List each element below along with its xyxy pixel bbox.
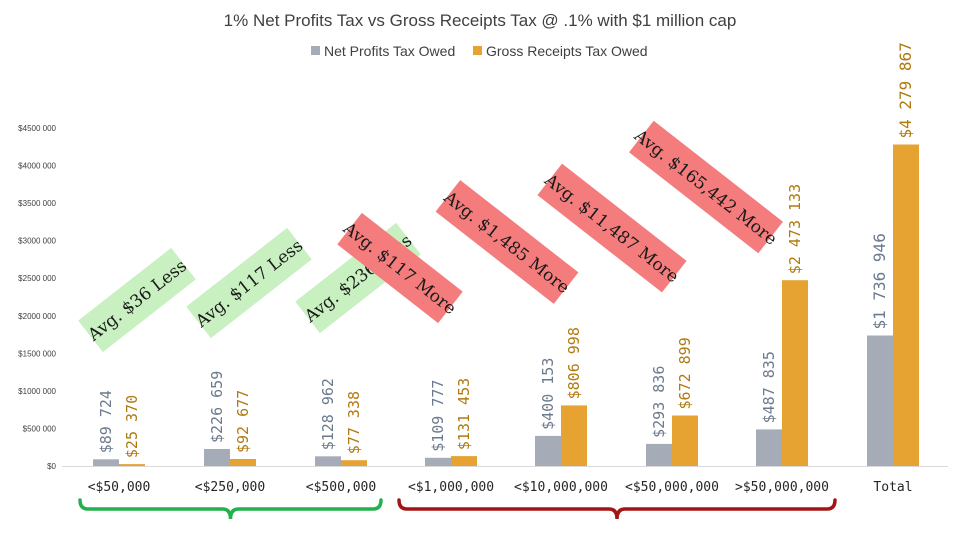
bar-gross-receipts: [119, 464, 145, 466]
annotation-ribbon-background: [186, 227, 312, 339]
annotation-ribbon-background: [537, 163, 687, 293]
y-tick-label: $3000 000: [18, 237, 56, 246]
y-tick-label: $2500 000: [18, 274, 56, 283]
y-tick-label: $4500 000: [18, 124, 56, 133]
bar-gross-receipts: [451, 456, 477, 466]
chart-title: 1% Net Profits Tax vs Gross Receipts Tax…: [224, 11, 737, 30]
group-bracket: [78, 498, 383, 520]
bar-net-profits: [425, 457, 451, 466]
bar-value-label: $806 998: [565, 327, 583, 399]
y-tick-label: $1000 000: [18, 387, 56, 396]
bar-net-profits: [867, 335, 893, 466]
bar-net-profits: [93, 459, 119, 466]
bar-value-label: $487 835: [760, 351, 778, 423]
annotation-ribbon-background: [435, 180, 579, 304]
legend-label-net-profits: Net Profits Tax Owed: [324, 43, 455, 59]
bar-value-label: $109 777: [429, 380, 447, 452]
annotation-less-ribbon: Avg. $117 Less: [186, 227, 312, 339]
x-tick-label: <$250,000: [195, 480, 265, 495]
bar-net-profits: [535, 435, 561, 466]
bar-value-label: $293 836: [650, 366, 668, 438]
y-tick-label: $1500 000: [18, 349, 56, 358]
x-tick-label: <$50,000,000: [625, 480, 719, 495]
bar-value-label: $672 899: [676, 337, 694, 409]
x-tick-label: Total: [873, 480, 912, 495]
y-tick-label: $3500 000: [18, 199, 56, 208]
bar-value-label: $400 153: [539, 358, 557, 430]
value-labels: $89 724 $25 370 $226 659 $92 677 $128 962 $77…: [97, 42, 915, 458]
annotation-ribbon-background: [78, 247, 196, 353]
x-tick-label: >$50,000,000: [735, 480, 829, 495]
legend-swatch-gross-receipts: [473, 46, 482, 55]
annotation-text: Avg. $117 Less: [191, 236, 307, 333]
brackets: [78, 498, 837, 520]
legend-label-gross-receipts: Gross Receipts Tax Owed: [486, 43, 648, 59]
group-bracket: [397, 498, 837, 520]
x-tick-label: <$500,000: [306, 480, 376, 495]
bar-gross-receipts: [341, 460, 367, 466]
y-tick-label: $4000 000: [18, 162, 56, 171]
bar-value-label: $226 659: [208, 371, 226, 443]
bar-net-profits: [756, 429, 782, 466]
x-tick-label: <$1,000,000: [408, 480, 494, 495]
annotation-text: Avg. $36 Less: [84, 256, 191, 346]
y-tick-label: $500 000: [23, 424, 57, 433]
bar-value-label: $4 279 867: [896, 42, 915, 138]
bar-value-label: $77 338: [345, 391, 363, 454]
legend-swatch-net-profits: [311, 46, 320, 55]
bar-value-label: $92 677: [234, 390, 252, 453]
y-tick-label: $0: [47, 462, 56, 471]
annotation-ribbon-background: [337, 212, 463, 324]
bar-gross-receipts: [230, 459, 256, 466]
bar-gross-receipts: [782, 280, 808, 466]
annotation-less-ribbon: Avg. $36 Less: [78, 247, 196, 353]
annotation-ribbon-background: [629, 120, 783, 254]
bar-net-profits: [315, 456, 341, 466]
x-tick-label: <$10,000,000: [514, 480, 608, 495]
x-axis: <$50,000 <$250,000 <$500,000 <$1,000,000 <$1…: [62, 466, 948, 495]
bars: [93, 144, 919, 466]
legend: Net Profits Tax Owed Gross Receipts Tax …: [311, 43, 648, 59]
y-axis: $0 $500 000 $1000 000 $1500 000 $2000 000 $25…: [18, 124, 56, 471]
annotation-text: Avg. $165,442 More: [629, 125, 780, 249]
bar-value-label: $2 473 133: [786, 184, 804, 274]
y-tick-label: $2000 000: [18, 312, 56, 321]
bar-value-label: $128 962: [319, 378, 337, 450]
bar-value-label: $25 370: [123, 395, 141, 458]
bar-value-label: $89 724: [97, 390, 115, 453]
bar-gross-receipts: [893, 144, 919, 466]
bar-value-label: $1 736 946: [870, 233, 889, 329]
x-tick-label: <$50,000: [88, 480, 151, 495]
bar-gross-receipts: [561, 405, 587, 466]
bar-net-profits: [646, 443, 672, 466]
bar-gross-receipts: [672, 415, 698, 466]
bar-value-label: $131 453: [455, 378, 473, 450]
bar-net-profits: [204, 449, 230, 466]
